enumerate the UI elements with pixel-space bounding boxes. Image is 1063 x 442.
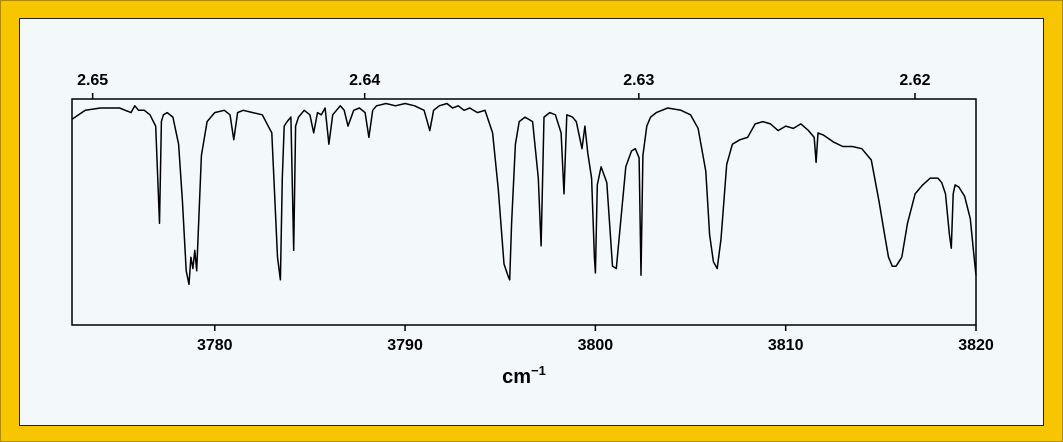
bottom-axis: 3780 3790 3800 3810 3820 xyxy=(197,325,994,354)
spectrum-line xyxy=(71,102,977,286)
plot-area xyxy=(71,98,977,326)
chart-panel: 3780 3790 3800 3810 3820 2.65 2.64 2.63 2.62 cm… xyxy=(19,18,1044,426)
top-tick-label: 2.62 xyxy=(899,72,930,89)
top-tick-label: 2.65 xyxy=(77,72,108,89)
spectrum-chart: 3780 3790 3800 3810 3820 2.65 2.64 2.63 2.62 cm… xyxy=(71,72,994,388)
x-tick-label: 3820 xyxy=(958,337,994,354)
x-axis-label: cm−1 xyxy=(502,363,546,388)
x-axis-label-unit: cm xyxy=(502,366,531,388)
top-axis: 2.65 2.64 2.63 2.62 xyxy=(77,72,931,99)
x-tick-label: 3780 xyxy=(197,337,233,354)
x-tick-label: 3810 xyxy=(768,337,804,354)
top-tick-label: 2.64 xyxy=(349,72,380,89)
x-axis-label-superscript: −1 xyxy=(531,363,546,378)
x-tick-label: 3790 xyxy=(387,337,423,354)
top-tick-label: 2.63 xyxy=(623,72,654,89)
x-tick-label: 3800 xyxy=(578,337,614,354)
